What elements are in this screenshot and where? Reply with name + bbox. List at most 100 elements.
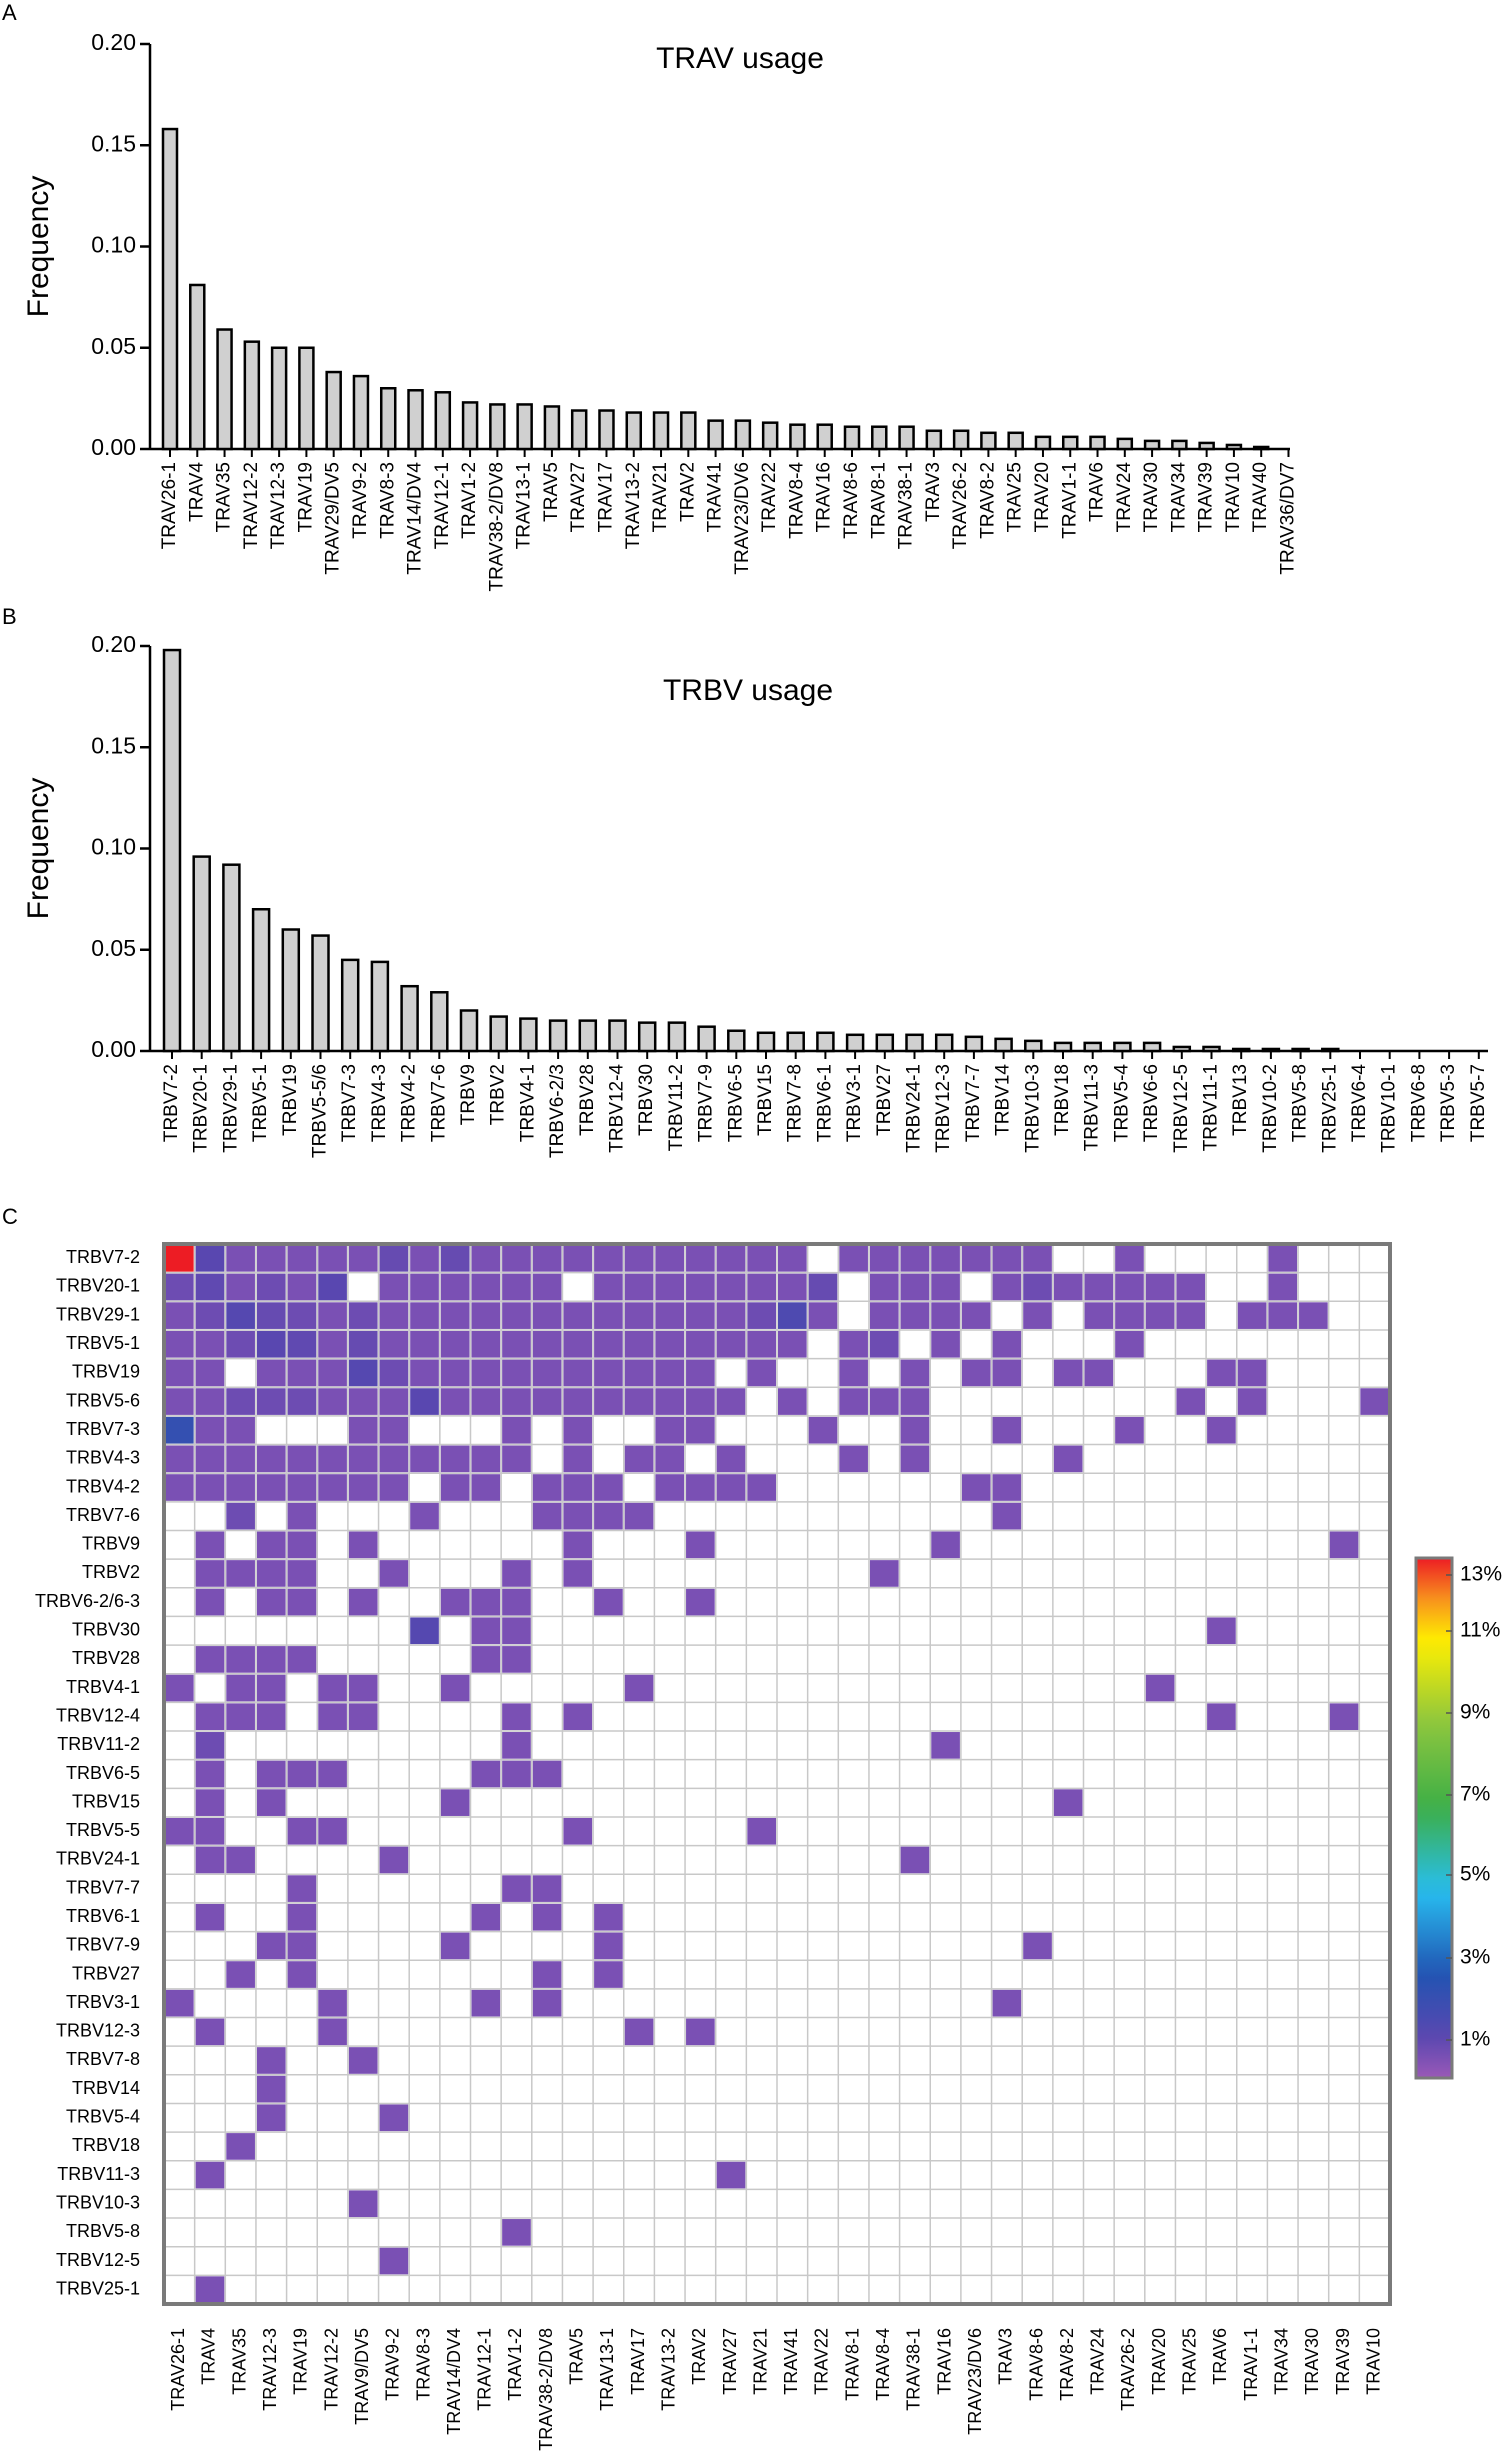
heatmap-cell bbox=[165, 1445, 194, 1473]
heatmap-cell bbox=[256, 1273, 286, 1301]
heatmap-cell bbox=[287, 1330, 317, 1358]
heatmap-cell bbox=[686, 1245, 715, 1272]
heatmap-cell bbox=[502, 1560, 531, 1587]
trbv-usage-bar-chart: 0.00 0.05 0.10 0.15 0.20 Frequency TRBV usage T… bbox=[22, 631, 1489, 1158]
trbv-category-label: TRBV5-8 bbox=[1290, 1064, 1311, 1142]
trbv-bar bbox=[162, 648, 182, 1053]
heatmap-cell bbox=[379, 1416, 409, 1444]
heatmap-cell bbox=[655, 1474, 685, 1501]
trav-bar bbox=[1171, 439, 1188, 451]
heatmap-cell bbox=[226, 1703, 255, 1731]
colorbar-tick-label: 11% bbox=[1460, 1619, 1500, 1642]
heatmap-cell bbox=[839, 1445, 868, 1473]
heatmap-cell bbox=[686, 1330, 715, 1358]
heatmap-cell bbox=[655, 1245, 685, 1272]
trbv-bar bbox=[578, 1019, 598, 1053]
trav-bar bbox=[871, 425, 888, 451]
heatmap-cell bbox=[686, 1588, 715, 1616]
trbv-bar bbox=[400, 984, 419, 1053]
heatmap-cell bbox=[256, 1646, 286, 1673]
heatmap-cell bbox=[195, 1359, 225, 1387]
trav-category-label: TRAV23/DV6 bbox=[732, 462, 753, 575]
heatmap-cell bbox=[594, 1273, 623, 1301]
heatmap-cell bbox=[165, 1474, 194, 1501]
trav-category-label: TRAV39 bbox=[1196, 462, 1217, 532]
heatmap-column-label: TRAV24 bbox=[1088, 2328, 1108, 2395]
heatmap-cell bbox=[256, 1588, 286, 1616]
heatmap-cell bbox=[440, 1674, 470, 1702]
heatmap-column-label: TRAV3 bbox=[996, 2328, 1016, 2385]
heatmap-cell bbox=[1207, 1617, 1236, 1645]
trbv-bar bbox=[548, 1019, 568, 1053]
heatmap-cell bbox=[165, 1674, 194, 1702]
heatmap-cell bbox=[532, 1359, 562, 1387]
heatmap-cell bbox=[195, 1273, 225, 1301]
heatmap-cell bbox=[716, 1388, 746, 1415]
heatmap-row-label: TRBV7-8 bbox=[66, 2049, 140, 2069]
heatmap-cell bbox=[379, 1445, 409, 1473]
trbv-category-label: TRBV4-1 bbox=[517, 1064, 538, 1142]
heatmap-cell bbox=[318, 1302, 347, 1329]
heatmap-cell bbox=[318, 1359, 347, 1387]
heatmap-cell bbox=[931, 1273, 960, 1301]
heatmap-column-label: TRAV39 bbox=[1333, 2328, 1353, 2395]
heatmap-cell bbox=[563, 1302, 593, 1329]
heatmap-column-label: TRAV22 bbox=[812, 2328, 832, 2395]
heatmap-cell bbox=[563, 1359, 593, 1387]
heatmap-cell bbox=[318, 1330, 347, 1358]
heatmap-cell bbox=[1268, 1273, 1298, 1301]
heatmap-cell bbox=[318, 1245, 347, 1272]
heatmap-cell bbox=[502, 1646, 531, 1673]
trav-bar bbox=[570, 409, 588, 451]
heatmap-cell bbox=[471, 1646, 501, 1673]
trav-bar bbox=[1116, 437, 1134, 451]
heatmap-cell bbox=[624, 1273, 654, 1301]
heatmap-cell bbox=[1329, 1531, 1359, 1559]
heatmap-cell bbox=[379, 1474, 409, 1501]
heatmap-cell bbox=[379, 1388, 409, 1415]
trbv-bar bbox=[816, 1031, 835, 1053]
heatmap-cell bbox=[594, 1245, 623, 1272]
heatmap-cell bbox=[686, 1359, 715, 1387]
heatmap-cell bbox=[1207, 1416, 1236, 1444]
heatmap-cell bbox=[900, 1388, 930, 1415]
heatmap-cell bbox=[256, 1330, 286, 1358]
heatmap-cell bbox=[195, 1302, 225, 1329]
heatmap-cell bbox=[1023, 1245, 1052, 1272]
heatmap-cell bbox=[256, 1760, 286, 1788]
trbv-bar bbox=[727, 1029, 746, 1053]
heatmap-cell bbox=[1360, 1388, 1389, 1415]
trav-bar bbox=[434, 391, 452, 451]
heatmap-row-label: TRBV4-3 bbox=[66, 1448, 140, 1468]
heatmap-cell bbox=[195, 1846, 225, 1874]
heatmap-row-label: TRBV29-1 bbox=[56, 1304, 140, 1324]
heatmap-cell bbox=[287, 1445, 317, 1473]
trbv-category-label: TRBV12-5 bbox=[1171, 1064, 1192, 1153]
trav-bar bbox=[843, 425, 861, 451]
trbv-category-label: TRBV7-2 bbox=[161, 1064, 182, 1142]
trav-bar bbox=[1089, 435, 1106, 451]
heatmap-column-label: TRAV21 bbox=[750, 2328, 770, 2395]
colorbar-tick-label: 3% bbox=[1460, 1946, 1490, 1969]
heatmap-cell bbox=[195, 1531, 225, 1559]
heatmap-cell bbox=[992, 1245, 1022, 1272]
heatmap-cell bbox=[624, 1388, 654, 1415]
heatmap-cell bbox=[256, 1703, 286, 1731]
trbv-bar bbox=[1261, 1047, 1281, 1053]
heatmap-cell bbox=[563, 1703, 593, 1731]
trbv-category-label: TRBV27 bbox=[874, 1064, 895, 1136]
trbv-bar bbox=[786, 1031, 805, 1053]
heatmap-cell bbox=[747, 1359, 776, 1387]
heatmap-cell bbox=[195, 1388, 225, 1415]
heatmap-cell bbox=[440, 1359, 470, 1387]
heatmap-cell bbox=[655, 1445, 685, 1473]
heatmap-cell bbox=[1084, 1273, 1114, 1301]
heatmap-cell bbox=[1115, 1416, 1144, 1444]
heatmap-cell bbox=[226, 1846, 255, 1874]
heatmap-cell bbox=[839, 1359, 868, 1387]
heatmap-cell bbox=[348, 1531, 378, 1559]
heatmap-cell bbox=[563, 1502, 593, 1530]
trbv-category-label: TRBV7-3 bbox=[339, 1064, 360, 1142]
trav-bar bbox=[680, 411, 697, 451]
heatmap-cell bbox=[379, 1359, 409, 1387]
